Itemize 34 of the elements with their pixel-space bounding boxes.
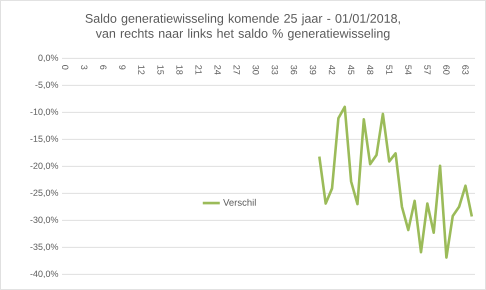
x-tick-label: 9 — [119, 65, 126, 70]
x-tick-label: 3 — [81, 65, 88, 70]
x-tick-label: 21 — [195, 65, 202, 74]
x-tick-label: 0 — [62, 65, 68, 70]
y-tick-label: -5,0% — [35, 82, 58, 90]
x-tick-label: 18 — [176, 66, 183, 74]
y-tick-label: -10,0% — [30, 108, 58, 116]
x-tick-label: 51 — [386, 65, 392, 74]
y-tick-label: -30,0% — [30, 216, 58, 224]
x-tick-label: 48 — [366, 65, 374, 74]
x-tick-label: 33 — [272, 65, 278, 74]
y-tick-label: -20,0% — [30, 162, 58, 170]
y-tick-label: -35,0% — [30, 244, 58, 252]
x-tick-label: 6 — [100, 65, 106, 70]
chart-title: Saldo generatiewisseling komende 25 jaar - 01/01/2018, van rechts naar links het saldo % generatiewisseling — [85, 14, 400, 40]
x-tick-label: 45 — [348, 65, 354, 74]
y-tick-label: 0,0% — [38, 54, 58, 62]
line-series — [318, 106, 474, 259]
x-tick-label: 15 — [157, 66, 164, 74]
x-tick-label: 54 — [405, 65, 412, 75]
x-tick-label: 57 — [424, 65, 430, 74]
x-tick-label: 63 — [462, 65, 469, 74]
x-tick-label: 39 — [310, 65, 316, 74]
x-tick-label: 27 — [234, 65, 240, 74]
x-tick-label: 30 — [252, 65, 259, 74]
legend-label: Verschil — [223, 198, 256, 206]
y-tick-label: -15,0% — [30, 136, 58, 144]
y-tick-label: -25,0% — [30, 190, 58, 198]
x-tick-label: 36 — [290, 65, 298, 74]
x-tick-label: 12 — [138, 66, 145, 74]
x-tick-label: 24 — [214, 65, 221, 75]
x-tick-label: 60 — [443, 65, 450, 74]
x-tick-label: 42 — [328, 65, 336, 74]
y-tick-label: -40,0% — [30, 270, 58, 278]
